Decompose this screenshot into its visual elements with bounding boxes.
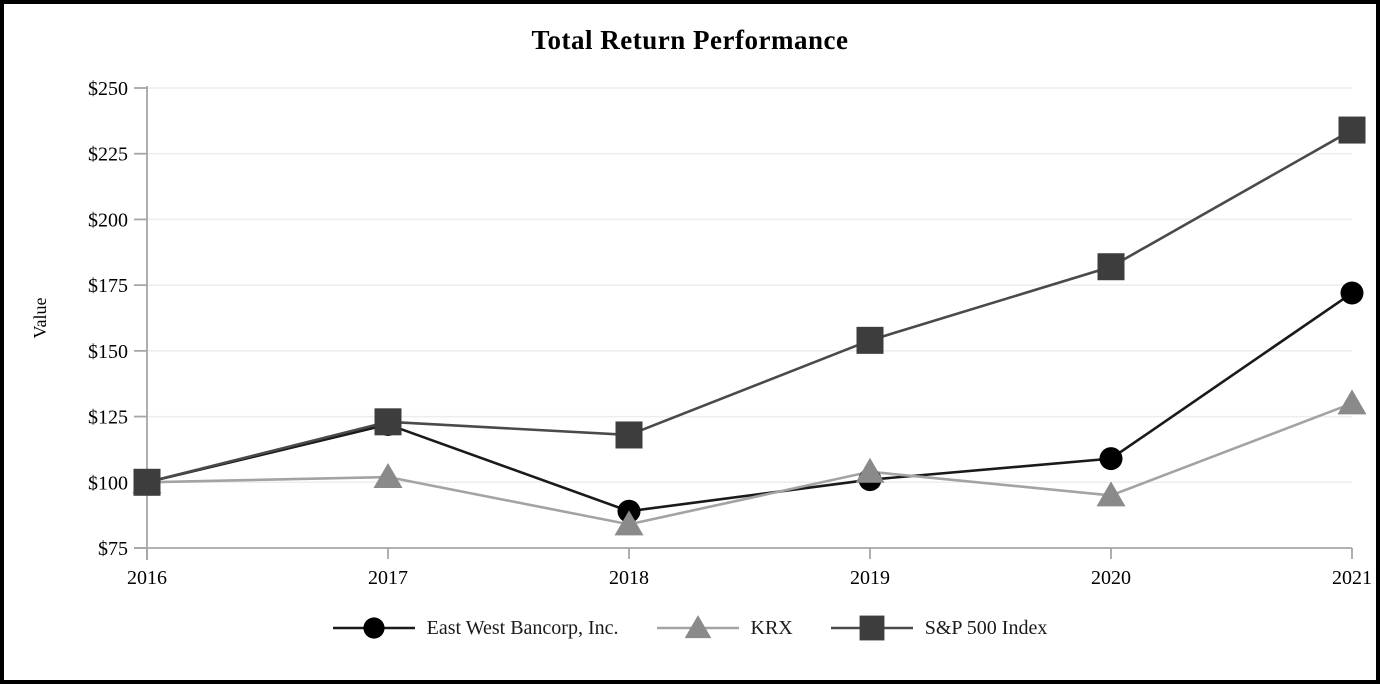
- y-tick-label: $225: [88, 144, 128, 166]
- y-axis-title: Value: [30, 297, 50, 338]
- legend-square-marker-icon: [830, 615, 913, 641]
- x-tick-label: 2017: [368, 567, 408, 589]
- data-point-krx-2017: [373, 463, 403, 489]
- series-s-p-500-index-line: [146, 128, 1353, 484]
- data-point-krx-2018: [614, 510, 644, 536]
- y-tick-label: $75: [98, 538, 128, 560]
- legend-circle-marker-icon: [332, 617, 415, 639]
- legend-marker-sample: [684, 615, 711, 639]
- y-tick-label: $250: [88, 78, 128, 100]
- data-point-s-p-500-index-2021: [1338, 116, 1366, 144]
- chart-legend: East West Bancorp, Inc. KRX S&P 500 Index: [0, 613, 1380, 643]
- legend-marker-sample: [363, 617, 385, 639]
- legend-triangle-marker-icon: [656, 615, 739, 639]
- data-point-krx-2019: [855, 457, 885, 483]
- data-point-s-p-500-index-2018: [615, 421, 643, 449]
- x-tick-label: 2020: [1091, 567, 1131, 589]
- y-tick-label: $125: [88, 407, 128, 429]
- legend-label: East West Bancorp, Inc.: [426, 616, 619, 639]
- data-point-s-p-500-index-2016: [133, 468, 161, 496]
- series-krx-line: [146, 402, 1353, 526]
- data-point-s-p-500-index-2017: [374, 408, 402, 436]
- legend-label: KRX: [750, 616, 793, 639]
- y-tick-label: $100: [88, 472, 128, 494]
- data-point-s-p-500-index-2020: [1097, 253, 1125, 281]
- x-tick-label: 2019: [850, 567, 890, 589]
- legend-marker-sample: [859, 615, 885, 641]
- data-point-krx-2021: [1337, 389, 1367, 415]
- data-point-east-west-bancorp-inc-2021: [1340, 281, 1364, 305]
- data-point-east-west-bancorp-inc-2020: [1099, 447, 1123, 471]
- data-point-krx-2020: [1096, 481, 1126, 507]
- y-tick-label: $150: [88, 341, 128, 363]
- y-tick-label: $175: [88, 275, 128, 297]
- legend-item-krx: KRX: [656, 613, 793, 643]
- x-tick-label: 2016: [127, 567, 167, 589]
- legend-label: S&P 500 Index: [924, 616, 1048, 639]
- series-east-west-bancorp-inc-line: [146, 291, 1353, 513]
- x-tick-label: 2021: [1332, 567, 1372, 589]
- legend-item-s-p-500-index: S&P 500 Index: [830, 613, 1048, 643]
- data-point-s-p-500-index-2019: [856, 326, 884, 354]
- legend-item-east-west-bancorp-inc: East West Bancorp, Inc.: [332, 613, 619, 643]
- chart-title: Total Return Performance: [531, 25, 849, 55]
- x-tick-label: 2018: [609, 567, 649, 589]
- y-tick-label: $200: [88, 209, 128, 231]
